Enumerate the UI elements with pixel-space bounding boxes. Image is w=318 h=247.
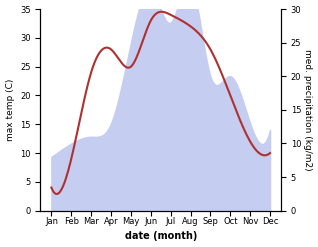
Y-axis label: max temp (C): max temp (C) <box>5 79 15 141</box>
X-axis label: date (month): date (month) <box>125 231 197 242</box>
Y-axis label: med. precipitation (kg/m2): med. precipitation (kg/m2) <box>303 49 313 171</box>
